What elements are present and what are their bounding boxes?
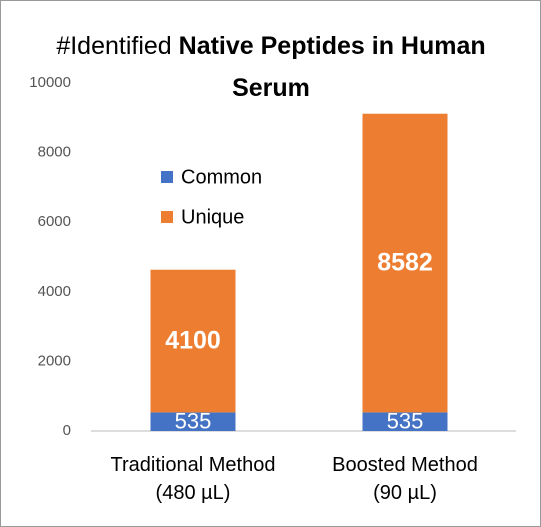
y-tick-label: 0 (63, 422, 71, 439)
y-tick-label: 4000 (38, 283, 71, 300)
legend-label: Unique (181, 206, 244, 228)
x-tick-label: Traditional Method (480 µL) (110, 454, 276, 504)
y-tick-label: 10000 (29, 74, 71, 91)
y-tick-label: 2000 (38, 352, 71, 369)
title-prefix: #Identified (56, 32, 172, 60)
y-tick-label: 6000 (38, 213, 71, 230)
legend-swatch (161, 171, 173, 183)
chart-title: #Identified Native Peptides in Human Ser… (36, 25, 506, 109)
bar-segment (150, 269, 236, 413)
data-label: 4100 (165, 327, 221, 355)
x-tick-label: Boosted Method (90 µL) (332, 454, 478, 504)
legend-label: Common (181, 166, 262, 188)
data-label: 535 (175, 409, 212, 434)
bar-segment (150, 412, 236, 431)
bar-segment (362, 113, 448, 413)
data-label: 8582 (377, 249, 433, 277)
bar-segment (362, 412, 448, 431)
legend-swatch (161, 211, 173, 223)
y-tick-label: 8000 (38, 144, 71, 161)
data-label: 535 (387, 409, 424, 434)
title-main: Native Peptides in Human Serum (178, 32, 486, 102)
